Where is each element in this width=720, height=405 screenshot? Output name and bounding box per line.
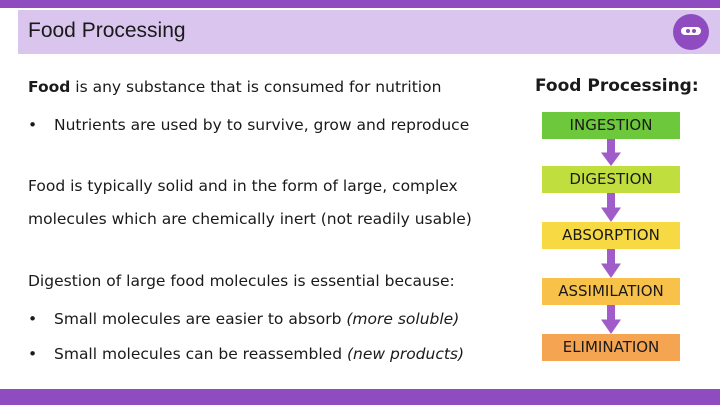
food-definition-rest: is any substance that is consumed for nu… xyxy=(70,78,442,96)
down-arrow-icon xyxy=(601,193,621,222)
flow-step-absorption: ABSORPTION xyxy=(542,222,680,249)
down-arrow-icon xyxy=(601,139,621,166)
bullet-reassemble-text: Small molecules can be reassembled xyxy=(54,345,347,363)
top-accent-bar xyxy=(0,0,720,8)
bullet-nutrients: • Nutrients are used by to survive, grow … xyxy=(28,116,469,134)
logo-icon xyxy=(673,14,709,50)
paragraph-solid-line2: molecules which are chemically inert (no… xyxy=(28,210,472,228)
bullet-nutrients-text: Nutrients are used by to survive, grow a… xyxy=(54,116,470,134)
food-definition: Food is any substance that is consumed f… xyxy=(28,78,441,96)
bullet-absorb-text: Small molecules are easier to absorb xyxy=(54,310,347,328)
flow-step-digestion: DIGESTION xyxy=(542,166,680,193)
down-arrow-icon xyxy=(601,305,621,334)
bullet-dot: • xyxy=(28,116,38,134)
flow-step-ingestion: INGESTION xyxy=(542,112,680,139)
bullet-reassemble-italic: (new products) xyxy=(346,345,465,363)
bullet-dot: • xyxy=(28,310,38,328)
flow-step-assimilation: ASSIMILATION xyxy=(542,278,680,305)
flow-step-elimination: ELIMINATION xyxy=(542,334,680,361)
bullet-reassemble: • Small molecules can be reassembled (new… xyxy=(28,345,464,363)
paragraph-digestion: Digestion of large food molecules is ess… xyxy=(28,272,455,290)
down-arrow-icon xyxy=(601,249,621,278)
bullet-absorb-italic: (more soluble) xyxy=(346,310,460,328)
logo-mark xyxy=(681,27,701,35)
flow-title: Food Processing: xyxy=(535,76,699,96)
title-band: Food Processing xyxy=(18,10,720,54)
bullet-dot: • xyxy=(28,345,38,363)
food-term: Food xyxy=(28,78,71,96)
bullet-absorb: • Small molecules are easier to absorb (m… xyxy=(28,310,459,328)
page-title: Food Processing xyxy=(28,19,186,42)
paragraph-solid-line1: Food is typically solid and in the form … xyxy=(28,177,458,195)
bottom-accent-bar xyxy=(0,389,720,405)
